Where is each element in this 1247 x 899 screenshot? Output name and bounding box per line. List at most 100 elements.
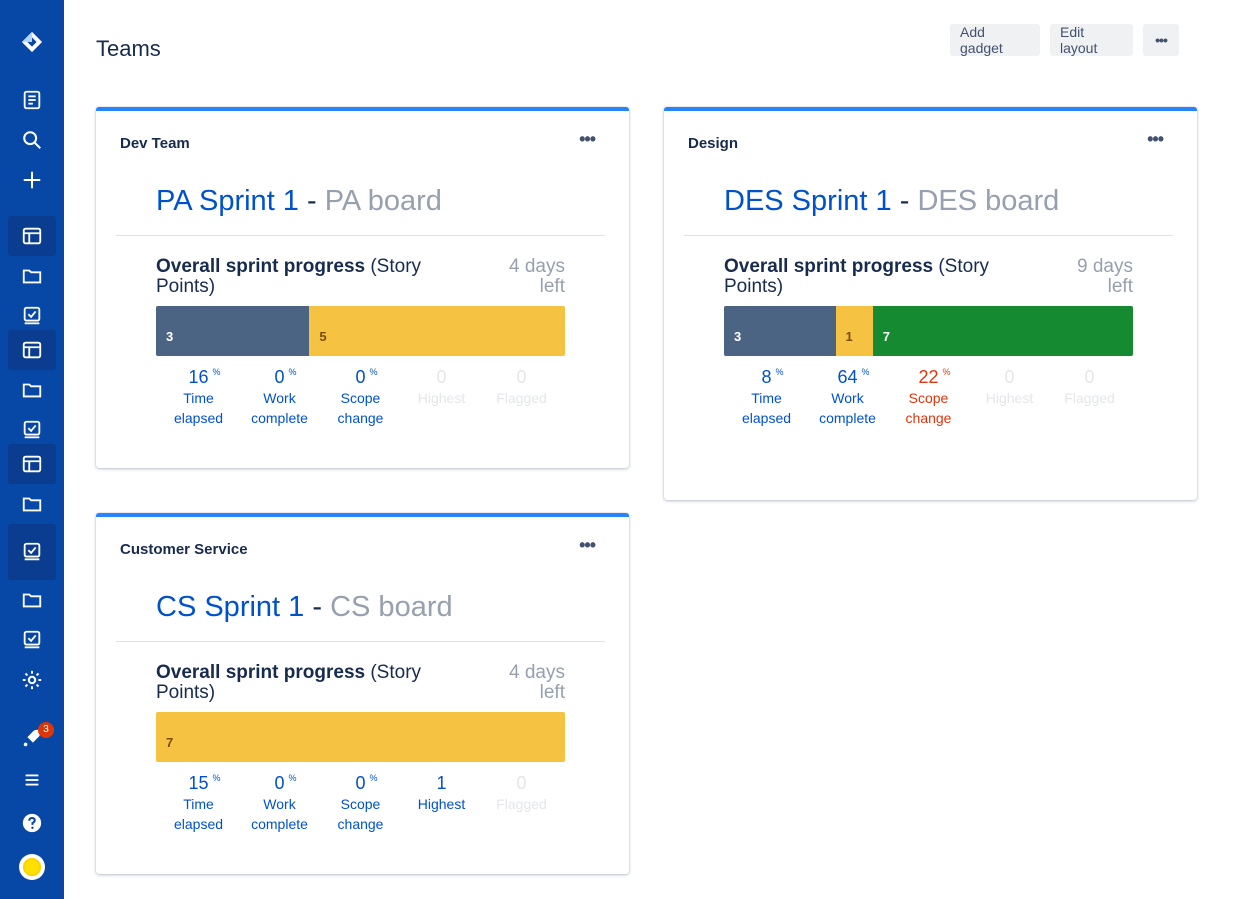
page-title: Teams (96, 36, 161, 61)
stat-value: 0% (355, 773, 377, 794)
stat-number: 0 (1084, 367, 1095, 387)
stat-item[interactable]: 0% Work complete (239, 367, 320, 428)
sprint-link[interactable]: CS Sprint 1 (156, 591, 305, 623)
progress-segment-todo[interactable]: 3 (724, 306, 836, 356)
backlog-icon[interactable] (8, 524, 56, 580)
stat-item[interactable]: 0 Highest (969, 367, 1050, 408)
sprint-progress-bar[interactable]: 7 (156, 712, 565, 762)
progress-segment-inprog[interactable]: 1 (835, 306, 873, 356)
progress-segment-inprog[interactable]: 5 (309, 306, 565, 356)
stat-label: Highest (985, 390, 1034, 406)
stat-item[interactable]: 15% Time elapsed (158, 773, 239, 834)
segment-label: 7 (882, 329, 890, 344)
stat-label-line2: change (337, 410, 384, 426)
add-gadget-button[interactable]: Add gadget (950, 24, 1040, 56)
stat-unit: % (861, 367, 870, 377)
stat-number: 0 (355, 773, 366, 793)
stat-item[interactable]: 0% Scope change (320, 773, 401, 834)
sprint-progress-bar[interactable]: 3 1 7 (724, 306, 1133, 356)
sprint-gadget-card: Customer Service ••• CS Sprint 1 - CS boar… (96, 513, 629, 874)
stat-number: 0 (274, 773, 285, 793)
gadget-more-button[interactable]: ••• (579, 535, 596, 555)
stat-value: 0% (274, 367, 296, 388)
backlog-icon[interactable] (8, 410, 56, 450)
search-icon[interactable] (8, 120, 56, 160)
progress-segment-done[interactable]: 7 (872, 306, 1133, 356)
create-icon[interactable] (8, 160, 56, 200)
stat-item[interactable]: 0% Scope change (320, 367, 401, 428)
stat-item[interactable]: 0 Flagged (481, 367, 562, 408)
stat-item[interactable]: 1 Highest (401, 773, 482, 814)
sprint-link[interactable]: PA Sprint 1 (156, 185, 299, 217)
help-icon[interactable] (8, 803, 56, 843)
stat-unit: % (212, 773, 221, 783)
stat-label: Work (263, 390, 296, 406)
stat-unit: % (212, 367, 221, 377)
stat-value: 8% (761, 367, 783, 388)
folder-icon[interactable] (8, 256, 56, 296)
heading-separator: - (899, 185, 910, 217)
stat-unit: % (288, 367, 297, 377)
stat-label: Scope (340, 796, 381, 812)
edit-layout-button[interactable]: Edit layout (1050, 24, 1133, 56)
gadget-more-button[interactable]: ••• (579, 129, 596, 149)
backlog-icon[interactable] (8, 620, 56, 660)
progress-segment-inprog[interactable]: 7 (156, 712, 565, 762)
stat-unit: % (775, 367, 784, 377)
progress-label-bold: Overall sprint progress (156, 662, 366, 683)
notes-icon[interactable] (8, 80, 56, 120)
stat-unit: % (369, 367, 378, 377)
gadget-more-button[interactable]: ••• (1147, 129, 1164, 149)
board-icon[interactable] (8, 330, 56, 370)
stat-value: 22% (918, 367, 950, 388)
sprint-heading: DES Sprint 1 - DES board (724, 185, 1059, 218)
progress-label: Overall sprint progress (Story Points) (724, 257, 1014, 297)
backlog-icon[interactable] (8, 296, 56, 336)
stat-item[interactable]: 8% Time elapsed (726, 367, 807, 428)
divider (116, 641, 605, 642)
notification-count-badge: 3 (38, 722, 54, 738)
stat-item[interactable]: 64% Work complete (807, 367, 888, 428)
stat-item[interactable]: 0 Highest (401, 367, 482, 408)
progress-label-unit: (Story Points) (156, 662, 422, 703)
stat-item[interactable]: 0 Flagged (1049, 367, 1130, 408)
folder-icon[interactable] (8, 484, 56, 524)
jira-logo-icon[interactable] (8, 22, 56, 62)
sprint-heading: CS Sprint 1 - CS board (156, 591, 453, 624)
stat-label: Scope (908, 390, 949, 406)
sprint-gadget-card: Design ••• DES Sprint 1 - DES board Overall… (664, 107, 1197, 500)
more-actions-button[interactable]: ••• (1143, 24, 1179, 56)
stat-value: 16% (188, 367, 220, 388)
stat-item[interactable]: 16% Time elapsed (158, 367, 239, 428)
settings-icon[interactable] (8, 660, 56, 700)
stat-value: 0% (355, 367, 377, 388)
board-link[interactable]: CS board (330, 591, 453, 623)
progress-label-bold: Overall sprint progress (724, 256, 934, 277)
stat-item[interactable]: 0% Work complete (239, 773, 320, 834)
notifications-icon[interactable]: 3 (8, 718, 56, 758)
folder-icon[interactable] (8, 580, 56, 620)
progress-segment-todo[interactable]: 3 (156, 306, 310, 356)
stat-label: Scope (340, 390, 381, 406)
board-link[interactable]: PA board (324, 185, 442, 217)
sprint-link[interactable]: DES Sprint 1 (724, 185, 892, 217)
stat-unit: % (942, 367, 951, 377)
board-icon[interactable] (8, 444, 56, 484)
progress-label: Overall sprint progress (Story Points) (156, 257, 446, 297)
stat-item[interactable]: 22% Scope change (888, 367, 969, 428)
stat-label: Highest (417, 390, 466, 406)
board-icon[interactable] (8, 216, 56, 256)
stat-label-line2: elapsed (741, 410, 792, 426)
menu-icon[interactable] (8, 760, 56, 800)
gadget-title: Design (688, 135, 739, 152)
folder-icon[interactable] (8, 370, 56, 410)
sprint-gadget-card: Dev Team ••• PA Sprint 1 - PA board Overall… (96, 107, 629, 468)
heading-separator: - (312, 591, 323, 623)
stat-item[interactable]: 0 Flagged (481, 773, 562, 814)
board-link[interactable]: DES board (917, 185, 1060, 217)
progress-label-unit: (Story Points) (156, 256, 422, 297)
stat-value: 0 (436, 367, 446, 388)
stat-number: 0 (516, 773, 527, 793)
avatar[interactable] (8, 847, 56, 887)
